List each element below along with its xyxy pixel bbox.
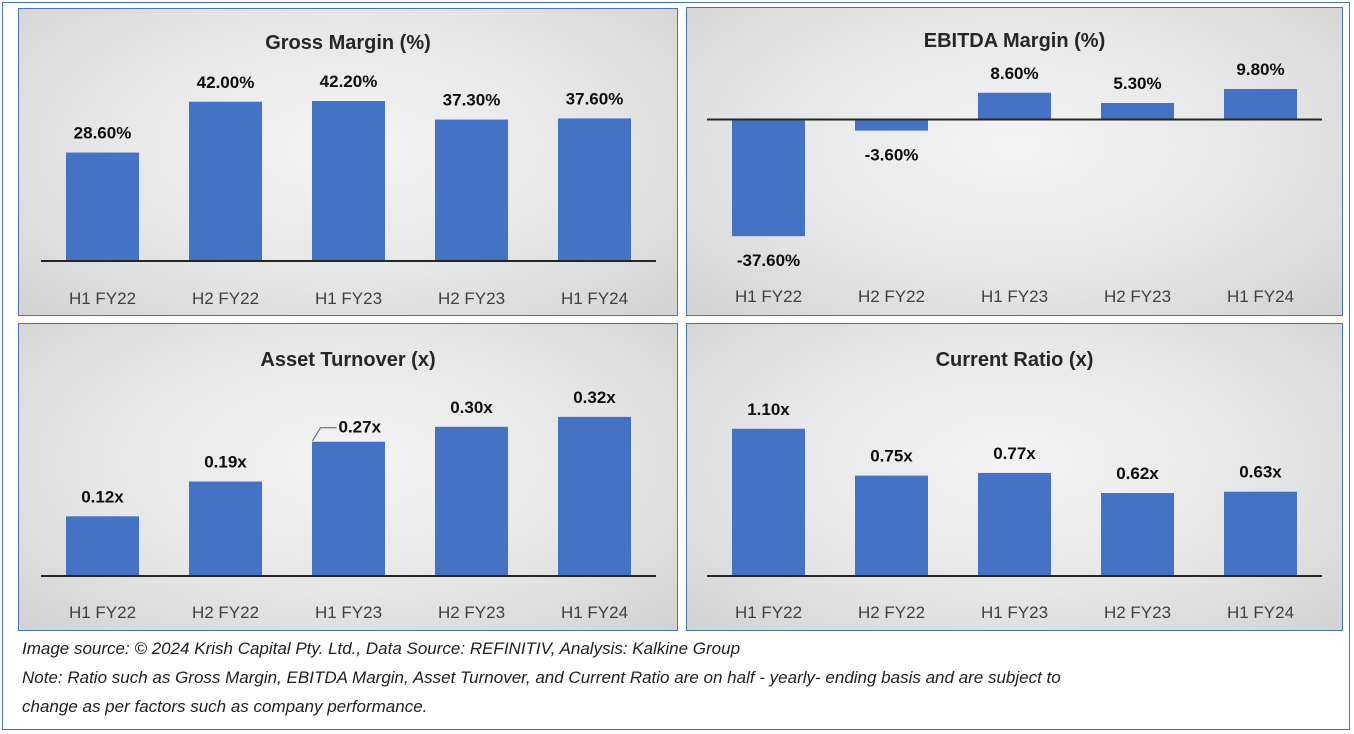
bar-h1-fy23	[978, 92, 1051, 120]
bar-h2-fy22	[189, 481, 262, 576]
x-tick-label: H1 FY23	[315, 289, 382, 308]
source-note: Image source: © 2024 Krish Capital Pty. …	[22, 639, 741, 658]
bar-h1-fy23	[312, 441, 385, 576]
x-tick-label: H1 FY22	[69, 289, 136, 308]
data-label: 8.60%	[990, 64, 1038, 83]
x-tick-label: H2 FY22	[192, 603, 259, 622]
data-label: 0.32x	[573, 388, 616, 407]
bar-h1-fy24	[1224, 89, 1297, 120]
bar-h2-fy22	[189, 101, 262, 261]
data-label: 0.19x	[204, 453, 247, 472]
ratio-note-line-1: Note: Ratio such as Gross Margin, EBITDA…	[22, 668, 1061, 687]
figure-notes: Image source: © 2024 Krish Capital Pty. …	[22, 634, 1332, 721]
x-tick-label: H2 FY23	[1104, 287, 1171, 306]
bar-h1-fy24	[1224, 491, 1297, 576]
data-label: 1.10x	[747, 400, 790, 419]
x-tick-label: H2 FY23	[438, 603, 505, 622]
x-tick-label: H1 FY23	[981, 603, 1048, 622]
x-tick-label: H1 FY24	[1227, 287, 1294, 306]
ebitda-margin-svg: EBITDA Margin (%) H1 FY22 H2 FY22 H1 FY23 H2…	[707, 30, 1322, 306]
bar-h1-fy24	[558, 118, 631, 261]
data-label: 0.30x	[450, 398, 493, 417]
data-label: 0.75x	[870, 447, 913, 466]
x-tick-label: H1 FY24	[561, 289, 628, 308]
bar-h1-fy23	[312, 100, 385, 261]
data-label: 0.12x	[81, 487, 124, 506]
x-tick-label: H2 FY23	[1104, 603, 1171, 622]
x-tick-label: H2 FY22	[192, 289, 259, 308]
data-label: 0.27x	[339, 418, 382, 437]
data-label: 9.80%	[1236, 60, 1284, 79]
data-label: 37.60%	[566, 89, 624, 108]
data-label: 5.30%	[1113, 74, 1161, 93]
current-ratio-svg: Current Ratio (x) H1 FY22 H2 FY22 H1 FY23 H2…	[707, 349, 1322, 622]
current-ratio-chart: Current Ratio (x) H1 FY22 H2 FY22 H1 FY23 H2…	[686, 323, 1343, 631]
bar-h1-fy22	[66, 152, 139, 261]
gross-margin-chart: Gross Margin (%) H1 FY22 H2 FY22 H1 FY23 H2 …	[18, 8, 678, 316]
x-tick-label: H1 FY22	[735, 287, 802, 306]
bar-h2-fy23	[1101, 103, 1174, 120]
x-tick-label: H1 FY23	[315, 603, 382, 622]
bar-h2-fy23	[1101, 493, 1174, 576]
asset-turnover-chart: Asset Turnover (x) H1 FY22 H2 FY22 H1 FY23 H…	[18, 323, 678, 631]
x-tick-label: H1 FY22	[735, 603, 802, 622]
x-tick-label: H1 FY22	[69, 603, 136, 622]
chart-title: EBITDA Margin (%)	[924, 30, 1105, 52]
asset-turnover-svg: Asset Turnover (x) H1 FY22 H2 FY22 H1 FY23 H…	[41, 349, 656, 622]
bar-h2-fy22	[855, 475, 928, 576]
x-tick-label: H2 FY22	[858, 603, 925, 622]
bar-h1-fy22	[732, 428, 805, 576]
data-label: -37.60%	[737, 251, 800, 270]
data-label: 0.63x	[1239, 463, 1282, 482]
data-label: 42.00%	[197, 73, 255, 92]
data-label: -3.60%	[865, 146, 919, 165]
data-label: 28.60%	[74, 124, 132, 143]
chart-title: Current Ratio (x)	[936, 349, 1094, 371]
data-label: 0.62x	[1116, 464, 1159, 483]
ratio-note-line-2: change as per factors such as company pe…	[22, 697, 428, 716]
bar-h1-fy23	[978, 472, 1051, 576]
bar-h2-fy23	[435, 119, 508, 261]
bar-h2-fy22	[855, 119, 928, 131]
x-tick-label: H1 FY24	[561, 603, 628, 622]
data-label: 0.77x	[993, 444, 1036, 463]
bar-h1-fy24	[558, 416, 631, 576]
x-tick-label: H2 FY22	[858, 287, 925, 306]
data-label: 42.20%	[320, 72, 378, 91]
bar-h1-fy22	[66, 516, 139, 576]
bar-h1-fy22	[732, 119, 805, 237]
data-label-leader-line	[312, 427, 337, 441]
x-tick-label: H1 FY23	[981, 287, 1048, 306]
x-tick-label: H2 FY23	[438, 289, 505, 308]
x-tick-label: H1 FY24	[1227, 603, 1294, 622]
ebitda-margin-chart: EBITDA Margin (%) H1 FY22 H2 FY22 H1 FY23 H2…	[686, 7, 1343, 316]
chart-title: Asset Turnover (x)	[260, 349, 435, 371]
chart-title: Gross Margin (%)	[265, 32, 431, 54]
bar-h2-fy23	[435, 426, 508, 576]
data-label: 37.30%	[443, 91, 501, 110]
gross-margin-svg: Gross Margin (%) H1 FY22 H2 FY22 H1 FY23 H2 …	[41, 32, 656, 308]
